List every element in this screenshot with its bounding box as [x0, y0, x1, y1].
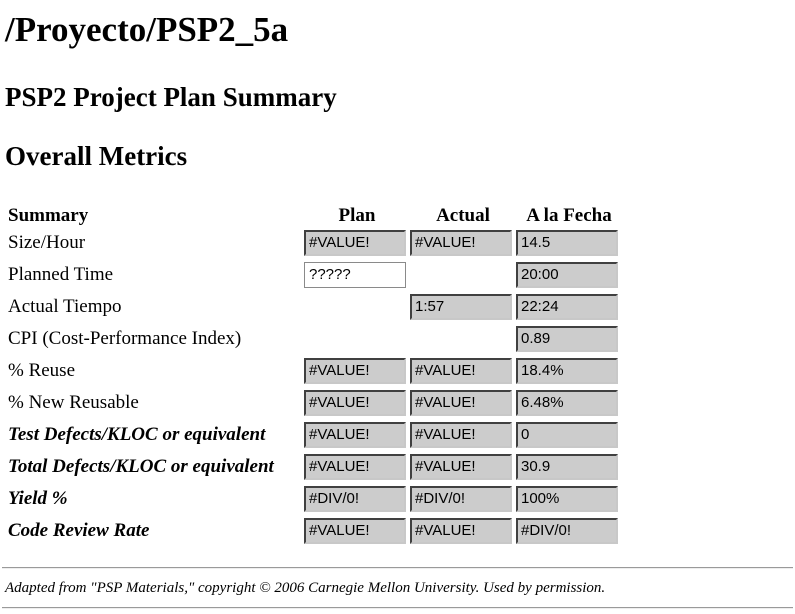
metric-label: Actual Tiempo [8, 296, 122, 317]
plan-value-field: #VALUE! [304, 518, 406, 544]
plan-cell: #VALUE! [304, 451, 410, 483]
plan-value-field[interactable]: ????? [304, 262, 406, 288]
metric-label: Yield % [8, 488, 68, 509]
plan-cell: ????? [304, 259, 410, 291]
metric-label: Size/Hour [8, 232, 86, 253]
page-title: /Proyecto/PSP2_5a [5, 10, 289, 49]
metrics-table-body: Size/Hour #VALUE! #VALUE! 14.5 Planned Time?… [5, 227, 622, 547]
to-date-value-field: 22:24 [516, 294, 618, 320]
to-date-cell: #DIV/0! [516, 515, 622, 547]
plan-value-field: #VALUE! [304, 454, 406, 480]
metric-label: Test Defects/KLOC or equivalent [8, 424, 266, 445]
to-date-cell: 20:00 [516, 259, 622, 291]
plan-cell [304, 323, 410, 355]
actual-header: Actual [436, 205, 490, 226]
plan-value-field: #VALUE! [304, 358, 406, 384]
metric-label: Code Review Rate [8, 520, 150, 541]
actual-value-field: #VALUE! [410, 454, 512, 480]
actual-cell: #VALUE! [410, 419, 516, 451]
plan-cell: #VALUE! [304, 355, 410, 387]
actual-cell: 1:57 [410, 291, 516, 323]
plan-summary-title: PSP2 Project Plan Summary [5, 82, 337, 112]
metric-label: % New Reusable [8, 392, 139, 413]
actual-value-field: #VALUE! [410, 230, 512, 256]
metric-label: CPI (Cost-Performance Index) [8, 328, 242, 349]
metric-row: % New Reusable #VALUE! #VALUE! 6.48% [5, 387, 622, 419]
to-date-value-field: 6.48% [516, 390, 618, 416]
plan-cell: #VALUE! [304, 419, 410, 451]
metric-row: % Reuse #VALUE! #VALUE! 18.4% [5, 355, 622, 387]
plan-cell: #VALUE! [304, 227, 410, 259]
to-date-value-field: 0 [516, 422, 618, 448]
actual-cell [410, 323, 516, 355]
actual-cell: #VALUE! [410, 515, 516, 547]
to-date-value-field: 14.5 [516, 230, 618, 256]
actual-cell: #VALUE! [410, 355, 516, 387]
metric-row: Test Defects/KLOC or equivalent #VALUE! #V… [5, 419, 622, 451]
to-date-cell: 18.4% [516, 355, 622, 387]
actual-cell [410, 259, 516, 291]
actual-value-field: #DIV/0! [410, 486, 512, 512]
metric-label: % Reuse [8, 360, 76, 381]
to-date-value-field: 0.89 [516, 326, 618, 352]
plan-cell [304, 291, 410, 323]
to-date-cell: 0.89 [516, 323, 622, 355]
overall-metrics-table: Summary Plan Actual A la Fecha Size/Hour… [5, 199, 622, 547]
actual-value-field: #VALUE! [410, 358, 512, 384]
actual-value-field: 1:57 [410, 294, 512, 320]
to-date-value-field: 30.9 [516, 454, 618, 480]
plan-header: Plan [338, 205, 376, 226]
to-date-value-field: 18.4% [516, 358, 618, 384]
actual-value-field: #VALUE! [410, 518, 512, 544]
to-date-value-field: 100% [516, 486, 618, 512]
footer-divider-bottom [2, 607, 793, 609]
table-header-row: Summary Plan Actual A la Fecha [5, 199, 622, 227]
plan-value-field: #VALUE! [304, 422, 406, 448]
summary-header: Summary [8, 205, 89, 226]
plan-cell: #VALUE! [304, 387, 410, 419]
actual-value-field: #VALUE! [410, 390, 512, 416]
metric-row: Total Defects/KLOC or equivalent #VALUE! #… [5, 451, 622, 483]
to-date-value-field: 20:00 [516, 262, 618, 288]
plan-value-field: #VALUE! [304, 230, 406, 256]
metric-row: Planned Time????? 20:00 [5, 259, 622, 291]
to-date-cell: 6.48% [516, 387, 622, 419]
actual-cell: #DIV/0! [410, 483, 516, 515]
metric-label: Planned Time [8, 264, 114, 285]
actual-value-field: #VALUE! [410, 422, 512, 448]
plan-value-field: #DIV/0! [304, 486, 406, 512]
overall-metrics-title: Overall Metrics [5, 141, 188, 171]
plan-cell: #DIV/0! [304, 483, 410, 515]
to-date-cell: 0 [516, 419, 622, 451]
metric-row: Size/Hour #VALUE! #VALUE! 14.5 [5, 227, 622, 259]
actual-cell: #VALUE! [410, 227, 516, 259]
copyright-footer: Adapted from "PSP Materials," copyright … [5, 580, 606, 596]
to-date-cell: 100% [516, 483, 622, 515]
metric-row: Code Review Rate #VALUE! #VALUE! #DIV/0! [5, 515, 622, 547]
to-date-cell: 30.9 [516, 451, 622, 483]
to-date-cell: 22:24 [516, 291, 622, 323]
footer-divider-top [2, 567, 793, 569]
actual-cell: #VALUE! [410, 387, 516, 419]
actual-cell: #VALUE! [410, 451, 516, 483]
to-date-value-field: #DIV/0! [516, 518, 618, 544]
to-date-header: A la Fecha [526, 205, 612, 226]
plan-value-field: #VALUE! [304, 390, 406, 416]
plan-cell: #VALUE! [304, 515, 410, 547]
metric-row: Yield % #DIV/0! #DIV/0! 100% [5, 483, 622, 515]
to-date-cell: 14.5 [516, 227, 622, 259]
metric-row: CPI (Cost-Performance Index) 0.89 [5, 323, 622, 355]
metric-label: Total Defects/KLOC or equivalent [8, 456, 274, 477]
metric-row: Actual Tiempo 1:57 22:24 [5, 291, 622, 323]
